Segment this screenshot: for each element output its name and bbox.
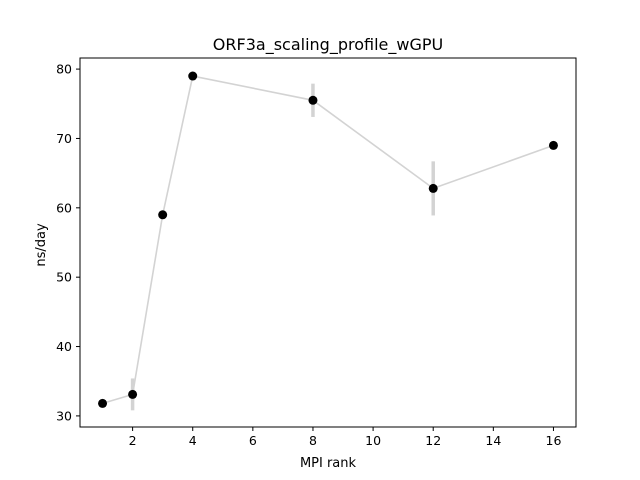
- x-tick-label: 12: [425, 433, 441, 448]
- data-point: [548, 140, 558, 150]
- y-tick-label: 50: [56, 270, 72, 285]
- y-tick-label: 60: [56, 200, 72, 215]
- y-tick-label: 40: [56, 339, 72, 354]
- x-tick-label: 8: [309, 433, 317, 448]
- data-point: [98, 398, 108, 408]
- data-point: [158, 210, 168, 220]
- x-tick-label: 6: [249, 433, 257, 448]
- plot-area: [98, 71, 558, 411]
- series-line: [102, 75, 554, 405]
- x-tick-label: 4: [189, 433, 197, 448]
- x-axis: 2 4 6 8 10 12 14 16: [129, 427, 562, 448]
- data-point: [128, 389, 138, 399]
- x-axis-label: MPI rank: [300, 456, 357, 471]
- x-tick-label: 2: [129, 433, 137, 448]
- y-tick-label: 80: [56, 62, 72, 77]
- y-tick-label: 30: [56, 408, 72, 423]
- y-axis-label: ns/day: [34, 223, 49, 267]
- x-tick-label: 16: [546, 433, 562, 448]
- y-axis: 30 40 50 60 70 80: [56, 62, 80, 423]
- data-point: [428, 183, 438, 193]
- x-tick-label: 10: [365, 433, 381, 448]
- data-point: [188, 71, 198, 81]
- x-tick-label: 14: [485, 433, 501, 448]
- plot-frame: [79, 57, 577, 428]
- chart-title: ORF3a_scaling_profile_wGPU: [213, 35, 443, 55]
- data-point: [308, 95, 318, 105]
- y-tick-label: 70: [56, 131, 72, 146]
